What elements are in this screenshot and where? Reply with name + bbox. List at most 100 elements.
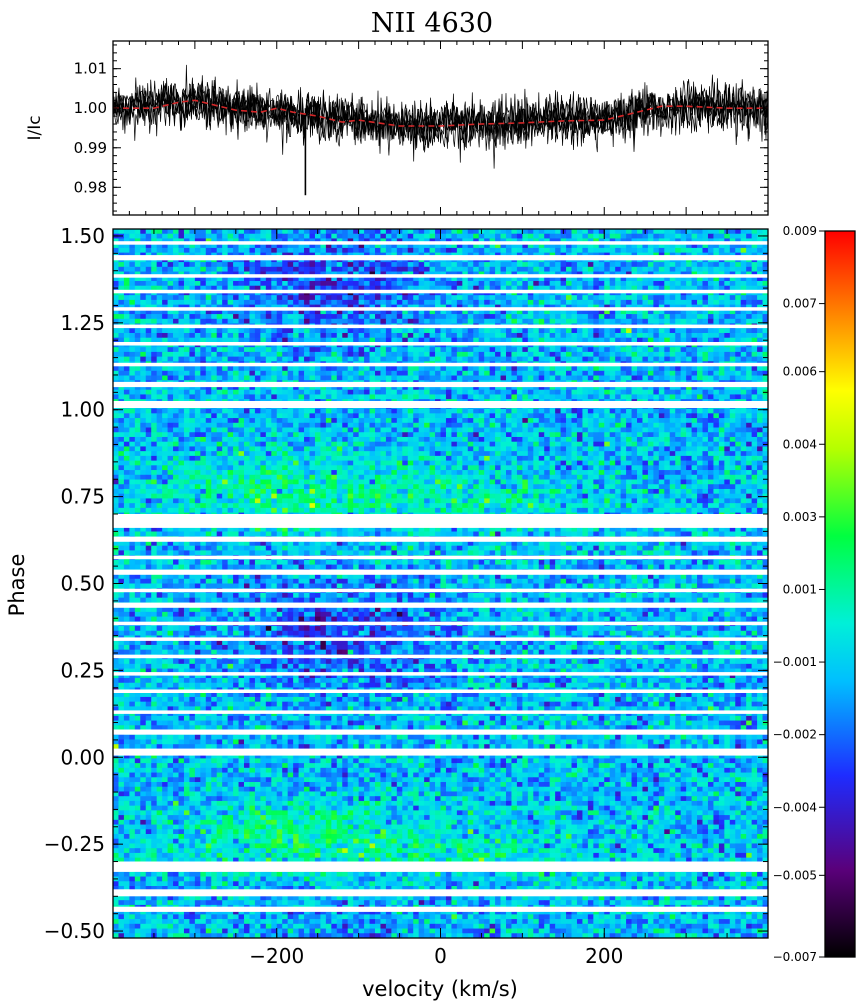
heatmap-cell (396, 238, 403, 244)
heatmap-cell (385, 370, 392, 376)
heatmap-cell (664, 229, 671, 235)
heatmap-cell (549, 309, 556, 315)
heatmap-cell (129, 238, 136, 244)
heatmap-cell (538, 366, 545, 372)
heatmap-cell (396, 266, 403, 272)
heatmap-cell (762, 314, 769, 320)
heatmap-cell (669, 408, 676, 414)
heatmap-cell (276, 309, 283, 315)
heatmap-cell (740, 370, 747, 376)
heatmap-cell (473, 304, 480, 310)
heatmap-cell (194, 280, 201, 287)
heatmap-cell (735, 332, 742, 339)
heatmap-cell (500, 337, 507, 343)
heatmap-cell (489, 318, 496, 324)
heatmap-cell (331, 375, 338, 381)
heatmap-cell (598, 229, 605, 235)
heatmap-cell (495, 413, 501, 419)
heatmap-cell (216, 299, 223, 306)
heatmap-cell (413, 262, 420, 268)
heatmap-cell (729, 356, 736, 362)
heatmap-cell (145, 299, 152, 306)
heatmap-cell (456, 314, 463, 320)
heatmap-cell (238, 394, 245, 400)
heatmap-cell (364, 332, 370, 339)
heatmap-cell (364, 394, 370, 400)
heatmap-cell (227, 375, 234, 381)
heatmap-cell (631, 243, 638, 249)
heatmap-cell (489, 247, 496, 254)
heatmap-cell (178, 304, 185, 310)
heatmap-cell (222, 384, 229, 391)
heatmap-cell (707, 318, 714, 324)
heatmap-cell (609, 332, 616, 339)
heatmap-cell (118, 243, 125, 249)
heatmap-cell (134, 318, 141, 324)
heatmap-cell (506, 332, 512, 339)
heatmap-cell (402, 408, 409, 414)
heatmap-cell (746, 384, 753, 391)
heatmap-cell (118, 370, 125, 376)
heatmap-cell (593, 233, 600, 239)
heatmap-cell (380, 356, 387, 362)
heatmap-cell (151, 266, 158, 272)
heatmap-cell (686, 337, 692, 343)
heatmap-cell (544, 262, 551, 268)
heatmap-cell (456, 238, 463, 244)
heatmap-cell (113, 314, 119, 320)
heatmap-cell (500, 347, 507, 353)
heatmap-cell (298, 337, 305, 343)
heatmap-cell (478, 247, 485, 254)
heatmap-cell (249, 262, 256, 268)
heatmap-cell (200, 266, 207, 272)
heatmap-cell (194, 285, 201, 291)
heatmap-cell (265, 394, 272, 400)
heatmap-cell (593, 238, 600, 244)
heatmap-cell (598, 347, 605, 353)
heatmap-cell (511, 337, 518, 343)
heatmap-cell (746, 347, 753, 353)
heatmap-cell (571, 262, 578, 268)
heatmap-cell (576, 295, 583, 301)
heatmap-cell (680, 266, 687, 272)
heatmap-cell (162, 266, 168, 272)
heatmap-cell (189, 408, 196, 414)
heatmap-cell (211, 389, 218, 395)
heatmap-cell (178, 408, 185, 414)
heatmap-cell (353, 418, 360, 424)
heatmap-cell (314, 356, 321, 362)
heatmap-cell (511, 356, 518, 362)
heatmap-cell (276, 328, 283, 334)
heatmap-cell (369, 328, 376, 334)
heatmap-cell (445, 247, 452, 254)
heatmap-cell (566, 370, 572, 376)
heatmap-cell (440, 356, 447, 362)
heatmap-cell (707, 229, 714, 235)
heatmap-cell (462, 394, 469, 400)
heatmap-cell (653, 337, 660, 343)
heatmap-cell (331, 243, 338, 249)
heatmap-cell (647, 262, 654, 268)
heatmap-cell (140, 309, 147, 315)
heatmap-cell (598, 328, 605, 334)
heatmap-cell (173, 229, 179, 235)
heatmap-cell (560, 314, 567, 320)
heatmap-cell (353, 394, 360, 400)
heatmap-cell (478, 295, 485, 301)
heatmap-cell (729, 229, 736, 235)
heatmap-cell (506, 328, 512, 334)
heatmap-cell (555, 337, 561, 343)
heatmap-cell (549, 229, 556, 235)
heatmap-cell (145, 243, 152, 249)
heatmap-cell (664, 413, 671, 419)
heatmap-cell (707, 233, 714, 239)
heatmap-cell (364, 375, 370, 381)
heatmap-cell (686, 351, 692, 358)
heatmap-cell (740, 229, 747, 235)
heatmap-cell (151, 285, 158, 291)
heatmap-cell (473, 314, 480, 320)
heatmap-cell (358, 238, 365, 244)
heatmap-cell (254, 304, 261, 310)
heatmap-cell (435, 299, 441, 306)
heatmap-cell (336, 418, 343, 424)
